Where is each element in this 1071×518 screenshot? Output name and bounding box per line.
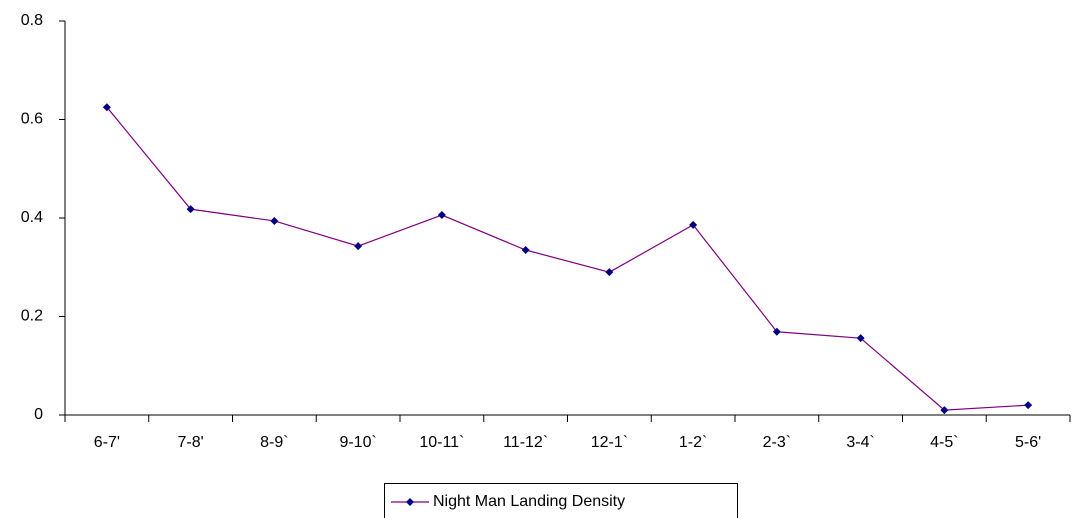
x-tick-label: 10-11`	[419, 434, 464, 451]
y-tick-label: 0.6	[21, 111, 43, 128]
marker	[270, 216, 279, 225]
x-tick-label: 2-3`	[763, 434, 791, 451]
series-line	[106, 106, 1029, 411]
marker	[689, 220, 698, 229]
x-tick-label: 7-8'	[178, 434, 204, 451]
x-tick-label: 5-6'	[1015, 434, 1041, 451]
x-tick-label: 8-9`	[260, 434, 288, 451]
marker	[605, 268, 614, 277]
x-tick-label: 6-7'	[94, 434, 120, 451]
x-tick-label: 12-1`	[591, 434, 628, 451]
y-tick-label: 0.4	[21, 209, 43, 226]
marker	[772, 327, 781, 336]
marker	[856, 334, 865, 343]
x-tick-label: 11-12`	[503, 434, 548, 451]
x-tick-label: 3-4`	[846, 434, 874, 451]
legend-box	[384, 483, 738, 518]
marker	[354, 242, 363, 251]
legend-label: Night Man Landing Density	[433, 493, 625, 510]
y-tick-label: 0.2	[21, 308, 43, 325]
y-tick-label: 0.8	[21, 12, 43, 29]
x-tick-label: 1-2`	[679, 434, 707, 451]
marker	[1024, 401, 1033, 410]
x-tick-label: 9-10`	[339, 434, 376, 451]
marker	[437, 211, 446, 220]
legend-marker	[406, 498, 414, 506]
marker	[940, 406, 949, 415]
marker	[186, 205, 195, 214]
marker	[102, 103, 111, 112]
y-tick-label: 0	[34, 406, 43, 423]
legend: Night Man Landing Density	[384, 483, 738, 518]
x-tick-label: 4-5`	[930, 434, 958, 451]
marker	[521, 246, 530, 255]
